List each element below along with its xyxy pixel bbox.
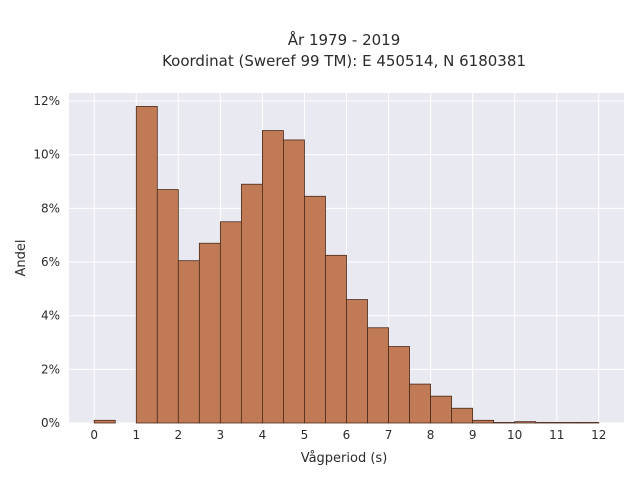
histogram-bar xyxy=(93,419,116,424)
histogram-bar xyxy=(493,422,516,424)
histogram-bar xyxy=(283,139,305,424)
y-axis-label: Andel xyxy=(14,240,29,277)
histogram-bar xyxy=(177,260,200,424)
x-tick-label: 8 xyxy=(427,428,435,442)
histogram-bar xyxy=(219,221,242,424)
x-tick-label: 9 xyxy=(469,428,477,442)
histogram-bar xyxy=(156,189,179,424)
x-tick-label: 11 xyxy=(549,428,564,442)
chart-title-line2: Koordinat (Sweref 99 TM): E 450514, N 61… xyxy=(162,52,526,70)
chart-title-line1: År 1979 - 2019 xyxy=(288,30,401,49)
histogram-bar xyxy=(535,422,558,424)
histogram-bar xyxy=(409,383,431,424)
x-tick-label: 7 xyxy=(385,428,393,442)
histogram-bar xyxy=(388,346,410,424)
x-tick-label: 6 xyxy=(343,428,351,442)
bars xyxy=(93,106,600,424)
x-tick-label: 1 xyxy=(132,428,140,442)
x-tick-label: 3 xyxy=(217,428,225,442)
histogram-bar xyxy=(430,395,453,424)
y-tick-label: 10% xyxy=(33,148,60,162)
x-tick-label: 10 xyxy=(507,428,522,442)
histogram-bar xyxy=(346,299,368,424)
histogram-bar xyxy=(472,419,495,424)
y-tick-label: 0% xyxy=(41,416,60,430)
histogram-bar xyxy=(240,183,263,424)
histogram-bar xyxy=(198,242,221,424)
histogram-bar xyxy=(577,422,600,424)
x-tick-label: 5 xyxy=(301,428,309,442)
x-tick-label: 12 xyxy=(591,428,606,442)
x-axis-label: Vågperiod (s) xyxy=(301,451,388,466)
histogram-bar xyxy=(304,195,326,424)
y-tick-label: 4% xyxy=(41,309,60,323)
y-tick-label: 8% xyxy=(41,201,60,215)
histogram-bar xyxy=(135,106,158,424)
x-tick-label: 4 xyxy=(259,428,267,442)
x-axis-ticks: 0 1 2 3 4 5 6 7 8 9 10 11 12 xyxy=(90,428,606,442)
histogram-bar xyxy=(451,407,474,424)
x-tick-label: 0 xyxy=(90,428,98,442)
y-tick-label: 6% xyxy=(41,255,60,269)
y-tick-label: 2% xyxy=(41,362,60,376)
y-axis-ticks: 0% 2% 4% 6% 8% 10% 12% xyxy=(33,94,60,430)
histogram-bar xyxy=(325,254,347,424)
histogram-bar xyxy=(262,130,284,424)
x-tick-label: 2 xyxy=(174,428,182,442)
histogram-bar xyxy=(556,422,579,424)
histogram-bar xyxy=(514,421,537,424)
histogram-bar xyxy=(367,327,389,424)
y-tick-label: 12% xyxy=(33,94,60,108)
